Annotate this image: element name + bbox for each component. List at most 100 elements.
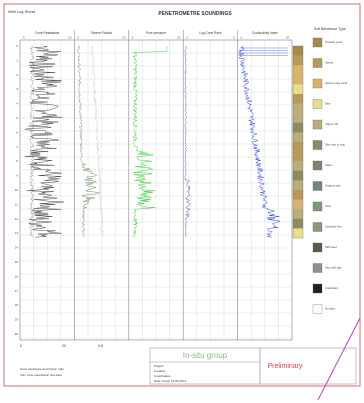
soil-strip-band [293, 84, 303, 95]
plot-area [19, 30, 304, 341]
legend-label-7: Organic clay [325, 184, 341, 188]
track-scale-max-3: 5 [233, 36, 235, 40]
legend-label-9: Sensitive fine [325, 225, 342, 229]
depth-tick-label: 16 [15, 274, 19, 278]
bottom-scale-mid: 0.5 [98, 344, 103, 348]
legend-label-5: Silty clay to clay [325, 143, 345, 147]
legend-swatch-13 [312, 304, 323, 314]
friction-ratio-curve [90, 45, 105, 238]
depth-tick-label: 8 [16, 159, 18, 163]
bottom-scale-right: 20 [62, 344, 66, 348]
info-line-1: Project: [154, 364, 164, 368]
footer-note-line1: Cone resistance and friction ratio [20, 367, 64, 371]
sleeve-friction-curve [77, 45, 100, 238]
corner-note: Well Log Sheet [8, 9, 36, 14]
pore-pressure-curve [132, 46, 168, 238]
depth-tick-label: 2 [16, 73, 18, 77]
soil-strip-band [293, 55, 303, 66]
soil-strip-band [293, 199, 303, 210]
title-block [149, 347, 261, 385]
legend-label-4: Clayey silt [325, 122, 338, 126]
soil-strip-band [293, 103, 303, 114]
sheet-frame [3, 3, 361, 387]
track-header-0: Cone Resistance [35, 31, 60, 35]
depth-tick-label: 13 [15, 231, 19, 235]
page-title: PENETROMETRE SOUNDINGS [158, 11, 232, 17]
stamp-text: Preliminary [267, 363, 303, 370]
depth-tick-label: 12 [15, 217, 19, 221]
track-header-3: Log Cone Ratio [199, 31, 221, 35]
track-scale-min-3: 0 [186, 36, 188, 40]
legend: Gravelly sand Sands Sand to silty sand Silt… [312, 37, 348, 314]
depth-tick-label: 11 [15, 202, 18, 206]
info-line-2: Location: [154, 369, 166, 373]
legend-label-11: Very stiff clay [325, 266, 342, 270]
legend-swatch-11 [312, 263, 323, 273]
track-scale-min-1: 0 [77, 36, 79, 40]
soil-strip-band [293, 142, 303, 152]
legend-swatch-3 [312, 99, 323, 109]
footer-note-line2: from cone penetration test data [20, 373, 62, 377]
soil-strip-band [293, 46, 303, 56]
legend-label-0: Gravelly sand [325, 40, 343, 44]
legend-label-3: Silts [325, 102, 331, 106]
depth-tick-label: 4 [16, 102, 18, 106]
company-name: In-situ group [183, 351, 228, 360]
depth-tick-label: 9 [16, 174, 18, 178]
depth-tick-label: 14 [15, 246, 19, 250]
legend-swatch-8 [312, 201, 323, 212]
cone-resistance-curve [24, 45, 64, 238]
soil-strip-band [293, 151, 303, 162]
track-header-2: Pore pressure [146, 31, 166, 35]
track-scale-min-4: 0 [241, 36, 243, 40]
track-header-1: Sleeve Friction [91, 31, 112, 35]
depth-tick-label: 3 [16, 87, 18, 91]
track-scale-max-2: 10 [177, 36, 181, 40]
soil-strip-border [292, 45, 304, 239]
log-cone-ratio-curve [184, 45, 191, 238]
depth-tick-label: 7 [16, 145, 18, 149]
legend-label-8: Peat [325, 204, 331, 208]
legend-swatch-0 [312, 37, 323, 48]
conductivity-curve [237, 45, 281, 238]
soil-strip-band [293, 132, 303, 143]
track-scale-max-0: 20 [68, 36, 72, 40]
legend-swatch-5 [312, 140, 323, 150]
depth-tick-label: 15 [15, 260, 19, 264]
info-line-4: Date of test: 12-06-2012 [154, 379, 187, 383]
legend-swatch-2 [312, 78, 323, 89]
soil-strip-band [293, 161, 303, 171]
track-header-4: Conductivity Index [252, 31, 278, 35]
legend-label-1: Sands [325, 61, 334, 65]
legend-label-10: Stiff sand [325, 245, 337, 249]
info-line-3: Coordinates: [154, 374, 171, 378]
cone-resistance-min-curve [29, 45, 35, 238]
soil-strip-band [293, 65, 303, 75]
track-scale-min-0: 0 [23, 36, 25, 40]
plot-border [19, 39, 293, 341]
legend-title: Soil Behaviour Type [314, 27, 346, 31]
track-scale-max-1: 0.5 [122, 36, 126, 40]
soil-strip-band [293, 170, 303, 181]
soil-strip-band [293, 94, 303, 104]
annotation-line [317, 317, 361, 401]
depth-tick-label: 19 [15, 318, 19, 322]
soil-strip-band [293, 190, 303, 200]
legend-swatch-1 [312, 58, 323, 68]
soil-strip-band [293, 122, 303, 133]
track-headers: Cone Resistance 0 20 Sleeve Friction 0 0.5 Por… [23, 31, 289, 40]
soil-strip-band [293, 228, 303, 239]
depth-tick-label: 20 [15, 332, 19, 336]
legend-swatch-4 [312, 119, 323, 130]
legend-swatch-12 [312, 283, 323, 294]
soil-strip-band [293, 113, 303, 123]
legend-swatch-10 [312, 242, 323, 253]
legend-swatch-6 [312, 160, 323, 171]
depth-tick-label: 10 [15, 188, 19, 192]
depth-tick-label: 5 [16, 116, 18, 120]
soil-strip-band [293, 74, 303, 85]
legend-label-12: Undefined [325, 286, 338, 290]
legend-swatch-9 [312, 222, 323, 232]
